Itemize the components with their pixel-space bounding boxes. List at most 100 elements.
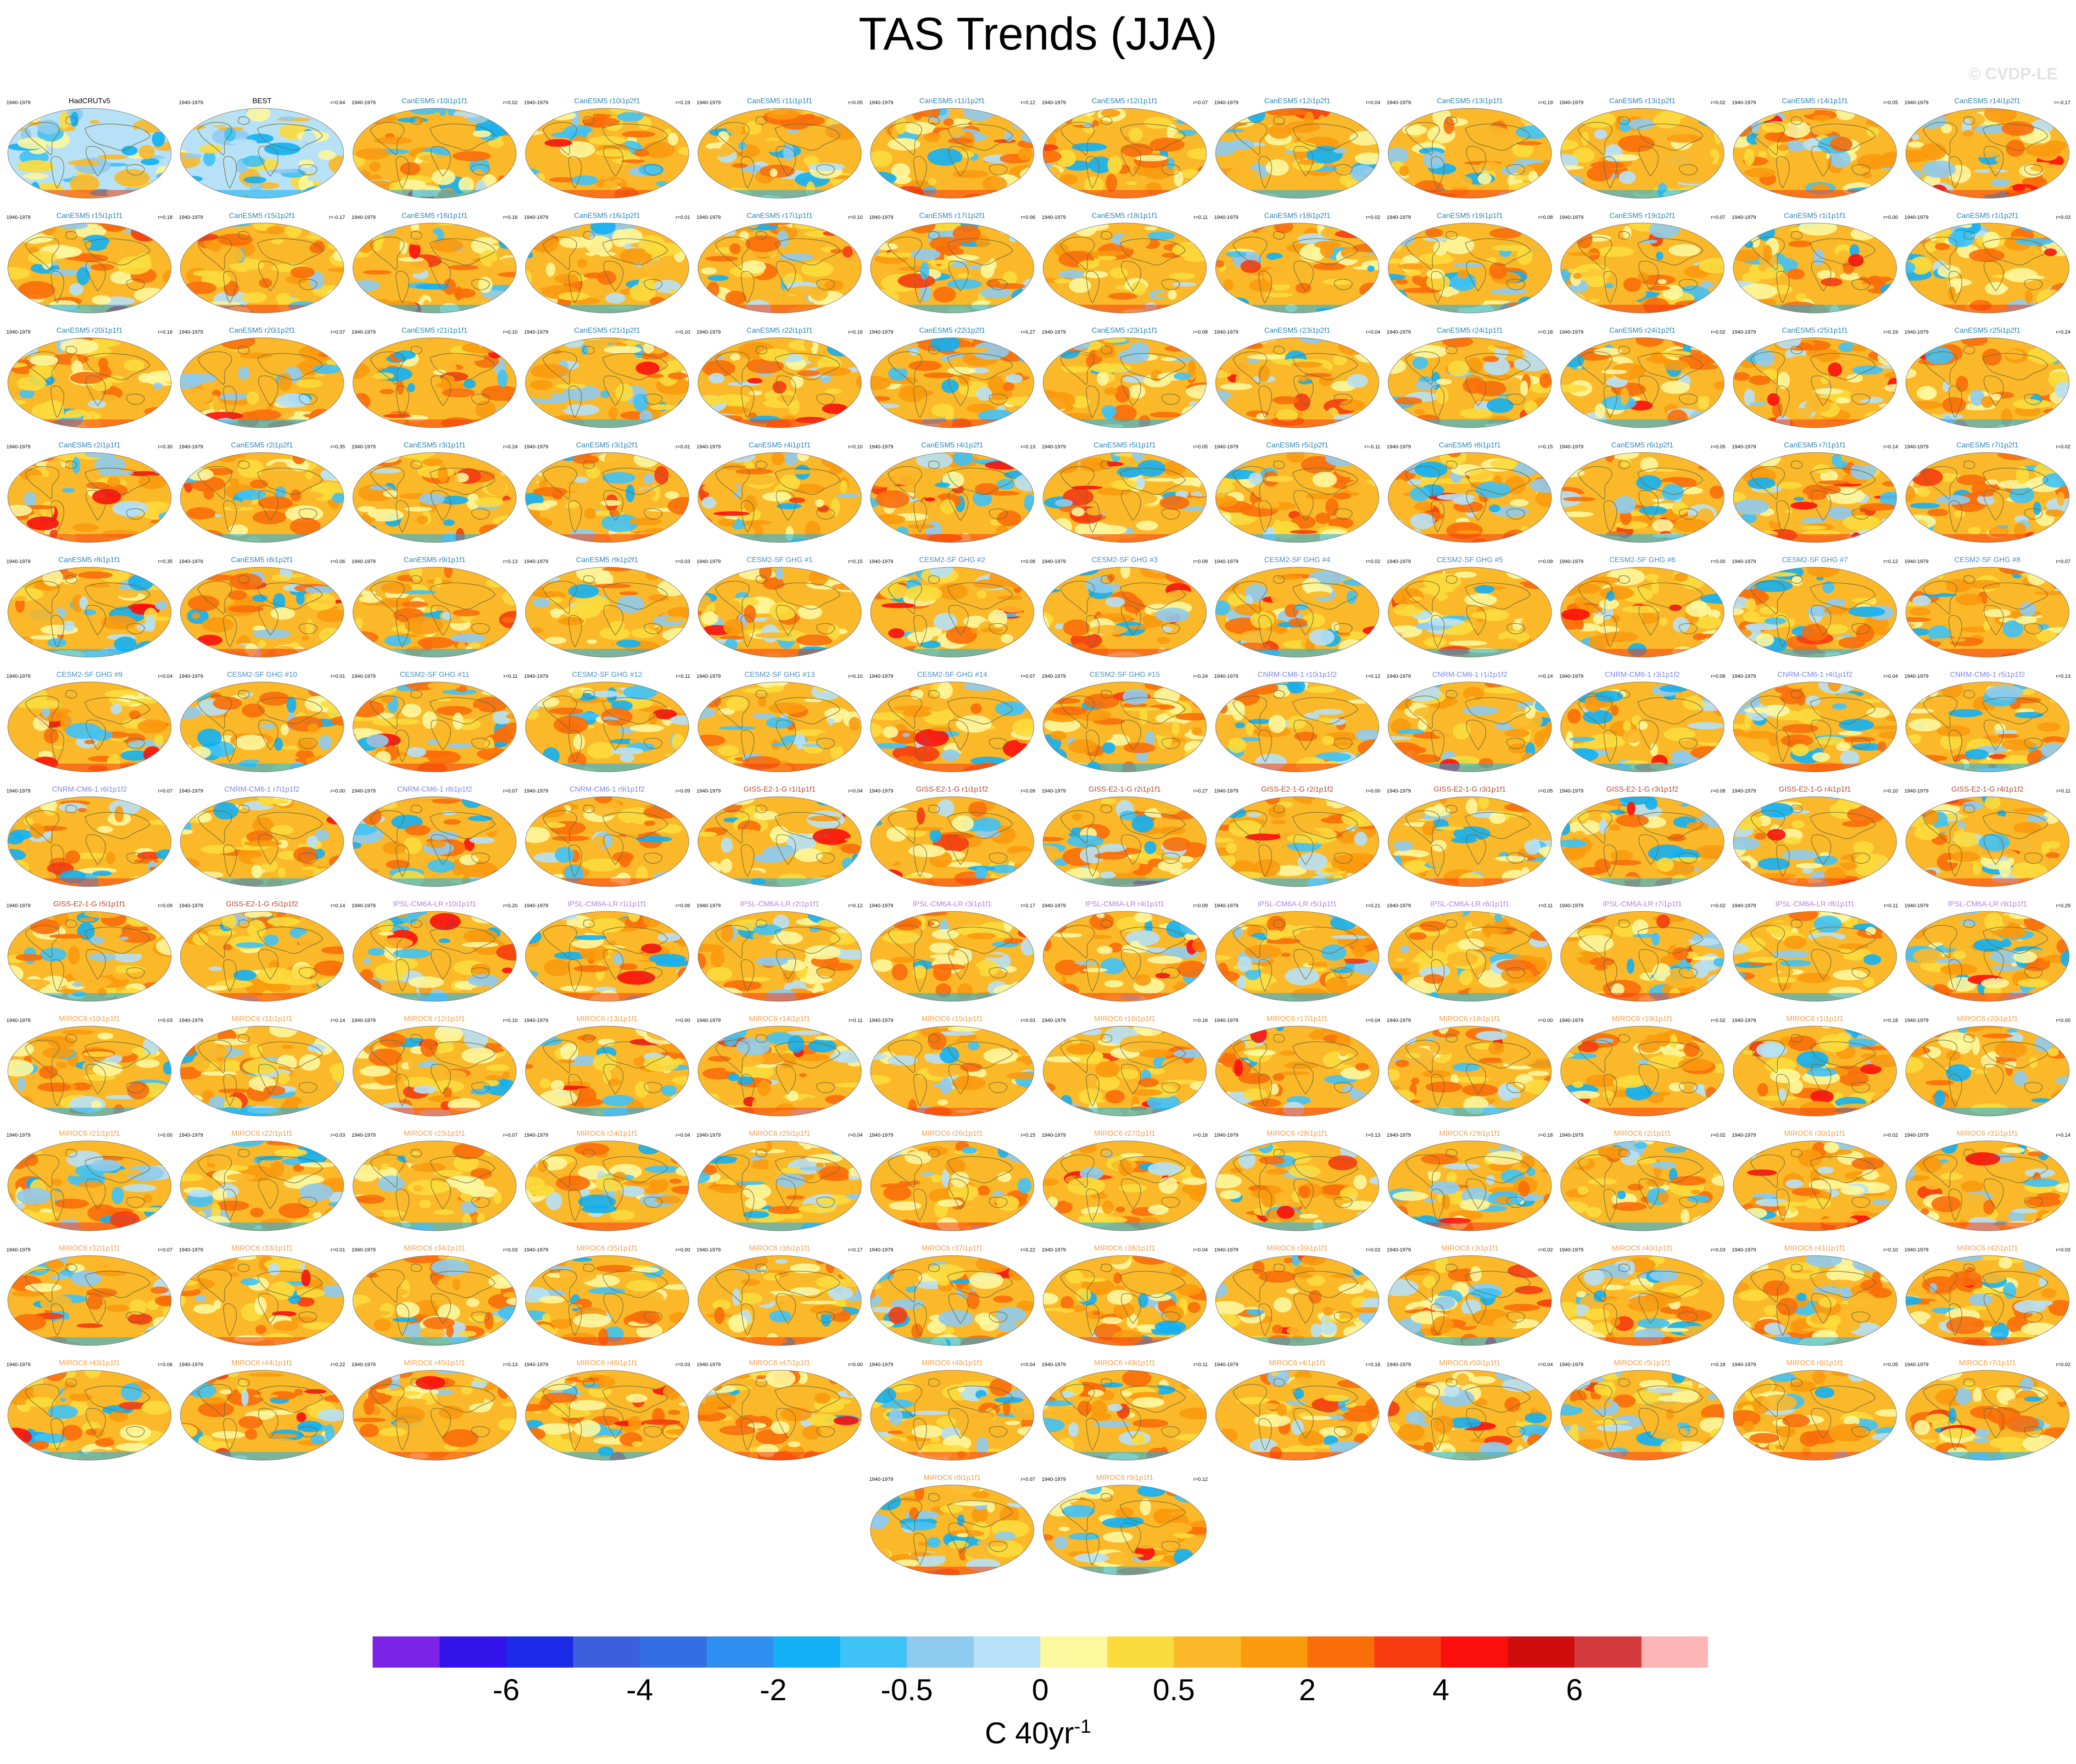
panel-period-label: 1940-1979 [179,1362,203,1368]
panel-period-label: 1940-1979 [1214,559,1239,564]
panel-member-name: CanESM5 r4i1p2f1 [921,441,983,449]
panel-member-name: MIROC6 r34i1p1f1 [404,1245,465,1252]
panel-member-name: CanESM5 r18i1p2f1 [1264,212,1331,220]
panel-pattern-correlation: r=0.64 [330,100,346,106]
panel-member-name: HadCRUTv5 [68,97,111,105]
panel-period-label: 1940-1979 [1732,1133,1756,1138]
map-panel: 1940-1979 HadCRUTv5 [4,97,175,212]
panel-period-label: 1940-1979 [1214,903,1239,909]
trend-map [525,1370,689,1461]
panel-member-name: MIROC6 r25i1p1f1 [749,1130,810,1138]
map-panel: 1940-1979 IPSL-CM6A-LR r6i1p1f1 r=0.11 [1384,900,1556,1015]
trend-map [1905,337,2070,428]
panel-pattern-correlation: r=0.03 [2056,215,2071,220]
panel-member-name: CNRM-CM6-1 r1i1p1f2 [1432,671,1507,679]
panel-member-name: MIROC6 r20i1p1f1 [1957,1015,2018,1023]
panel-pattern-correlation: r=0.24 [503,444,518,450]
panel-period-label: 1940-1979 [1042,1362,1066,1368]
trend-map [870,1026,1034,1116]
panel-period-label: 1940-1979 [1559,788,1584,794]
colorbar-tick-label: -4 [626,1673,653,1707]
panel-pattern-correlation: r=0.19 [1883,329,1898,335]
panel-period-label: 1940-1979 [1042,329,1066,335]
panel-period-label: 1940-1979 [6,1247,31,1253]
panel-period-label: 1940-1979 [1904,1018,1929,1023]
trend-map [698,1255,862,1346]
trend-map [1905,911,2070,1002]
panel-period-label: 1940-1979 [1559,1018,1584,1023]
panel-period-label: 1940-1979 [1214,1362,1239,1368]
panel-pattern-correlation: r=0.35 [158,559,173,564]
panel-member-name: CanESM5 r24i1p1f1 [1436,327,1503,335]
panel-member-name: CanESM5 r23i1p1f1 [1091,327,1158,335]
map-panel: 1940-1979 MIROC6 r1i1p1f1 r=0.18 [1729,1015,1901,1130]
panel-pattern-correlation: r=0.14 [1538,674,1553,679]
panel-member-name: CanESM5 r19i1p1f1 [1436,212,1503,220]
panel-period-label: 1940-1979 [1042,903,1066,909]
panel-period-label: 1940-1979 [869,100,893,106]
map-panel: 1940-1979 CanESM5 r24i1p1f1 r=0.18 [1384,327,1556,441]
panel-period-label: 1940-1979 [1042,1477,1066,1482]
panel-member-name: MIROC6 r27i1p1f1 [1094,1130,1155,1138]
panel-pattern-correlation: r=0.06 [330,559,346,564]
panel-period-label: 1940-1979 [697,100,721,106]
panel-member-name: CESM2-SF GHG #14 [917,671,988,679]
trend-map [352,681,517,772]
panel-pattern-correlation: r=0.00 [848,1362,863,1368]
panel-member-name: GISS-E2-1-G r2i1p1f2 [1261,786,1334,793]
panel-member-name: MIROC6 r45i1p1f1 [404,1359,465,1367]
trend-map [180,796,344,887]
panel-period-label: 1940-1979 [352,788,376,794]
panel-member-name: IPSL-CM6A-LR r6i1p1f1 [1430,900,1510,908]
map-panel: 1940-1979 CanESM5 r9i1p1f1 r=0.13 [349,556,520,671]
panel-period-label: 1940-1979 [1042,1018,1066,1023]
panel-pattern-correlation: r=0.02 [1711,1018,1726,1023]
panel-pattern-correlation: r=0.08 [1021,559,1036,564]
trend-map [1043,1255,1207,1346]
panel-member-name: CanESM5 r7i1p2f1 [1956,441,2019,449]
panel-period-label: 1940-1979 [352,215,376,220]
panel-pattern-correlation: r=0.01 [330,674,346,679]
panel-member-name: CanESM5 r25i1p2f1 [1954,327,2021,335]
panel-pattern-correlation: r=0.00 [2056,1018,2071,1023]
panel-member-name: MIROC6 r16i1p1f1 [1094,1015,1155,1023]
panel-period-label: 1940-1979 [1387,1362,1411,1368]
trend-map [1043,1485,1207,1575]
panel-member-name: CanESM5 r1i1p1f1 [1784,212,1846,220]
panel-pattern-correlation: r=0.03 [1021,1018,1036,1023]
map-panel: 1940-1979 IPSL-CM6A-LR r2i1p1f1 r=0.12 [694,900,865,1015]
panel-pattern-correlation: r=0.04 [1538,1362,1553,1368]
trend-map [525,567,689,658]
map-panel: 1940-1979 MIROC6 r44i1p1f1 r=0.22 [176,1359,348,1474]
trend-map [1388,911,1552,1002]
trend-map [7,1370,172,1461]
panel-member-name: CESM2-SF GHG #3 [1091,556,1158,564]
trend-map [1733,337,1897,428]
trend-map [1905,567,2070,658]
trend-map [1733,108,1897,199]
map-panel: 1940-1979 CanESM5 r22i1p2f1 r=0.27 [866,327,1038,441]
trend-map [352,1026,517,1116]
panel-member-name: CanESM5 r15i1p2f1 [229,212,296,220]
panel-period-label: 1940-1979 [6,444,31,450]
trend-map [1043,1140,1207,1231]
map-panel: 1940-1979 CanESM5 r6i1p1f1 r=0.15 [1384,441,1556,556]
map-panel: 1940-1979 GISS-E2-1-G r2i1p1f1 r=0.27 [1039,786,1211,900]
panel-pattern-correlation: r=0.05 [848,100,863,106]
map-panel: 1940-1979 MIROC6 r21i1p1f1 r=0.00 [4,1130,175,1245]
trend-map [352,1255,517,1346]
trend-map [1905,223,2070,313]
panel-pattern-correlation: r=0.11 [1194,215,1208,220]
panel-period-label: 1940-1979 [524,215,548,220]
panel-period-label: 1940-1979 [1214,1247,1239,1253]
panel-pattern-correlation: r=0.18 [1711,1362,1726,1368]
map-panel: 1940-1979 CanESM5 r4i1p2f1 r=0.13 [866,441,1038,556]
map-panel: 1940-1979 CanESM5 r5i1p2f1 r=-0.11 [1211,441,1383,556]
panel-period-label: 1940-1979 [1042,215,1066,220]
panel-pattern-correlation: r=0.03 [1711,1247,1726,1253]
panel-member-name: MIROC6 r15i1p1f1 [921,1015,983,1023]
trend-map [180,452,344,543]
map-panel: 1940-1979 IPSL-CM6A-LR r1i1p1f1 r=0.06 [521,900,693,1015]
panel-pattern-correlation: r=0.06 [158,1362,173,1368]
trend-map [698,567,862,658]
